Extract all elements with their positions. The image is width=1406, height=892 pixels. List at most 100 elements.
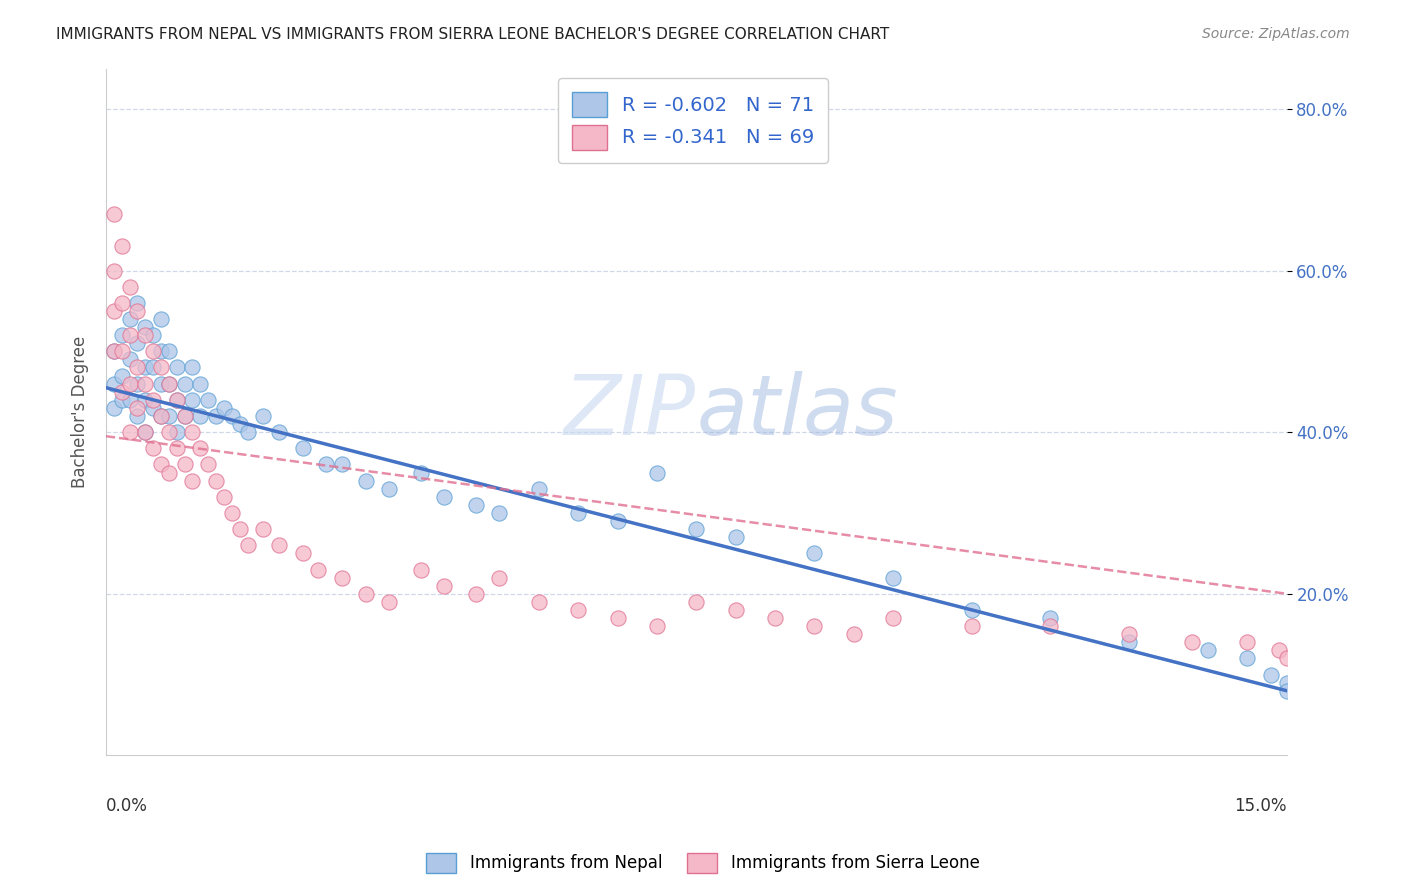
Y-axis label: Bachelor's Degree: Bachelor's Degree [72, 335, 89, 488]
Point [150, 458, 173, 472]
Point [1197, 643, 1219, 657]
Point [111, 328, 134, 343]
Point [330, 571, 353, 585]
Point [118, 392, 141, 407]
Point [127, 409, 149, 423]
Point [409, 466, 432, 480]
Point [118, 352, 141, 367]
Point [252, 409, 274, 423]
Point [181, 474, 204, 488]
Point [111, 344, 134, 359]
Point [103, 263, 125, 277]
Point [134, 376, 156, 391]
Point [212, 490, 235, 504]
Point [1118, 635, 1140, 649]
Point [127, 336, 149, 351]
Point [685, 522, 707, 536]
Point [103, 401, 125, 415]
Point [236, 538, 259, 552]
Point [1118, 627, 1140, 641]
Point [127, 376, 149, 391]
Point [488, 571, 510, 585]
Point [157, 409, 180, 423]
Point [127, 304, 149, 318]
Point [221, 506, 243, 520]
Legend: Immigrants from Nepal, Immigrants from Sierra Leone: Immigrants from Nepal, Immigrants from S… [420, 847, 986, 880]
Point [118, 376, 141, 391]
Text: ZIP: ZIP [564, 371, 696, 452]
Point [212, 401, 235, 415]
Point [150, 312, 173, 326]
Point [181, 425, 204, 439]
Point [118, 312, 141, 326]
Point [252, 522, 274, 536]
Point [1181, 635, 1204, 649]
Point [103, 376, 125, 391]
Point [354, 587, 377, 601]
Point [150, 409, 173, 423]
Point [228, 417, 250, 431]
Point [111, 392, 134, 407]
Point [103, 304, 125, 318]
Point [166, 442, 188, 456]
Point [228, 522, 250, 536]
Point [803, 546, 825, 560]
Point [197, 392, 219, 407]
Point [111, 384, 134, 399]
Point [724, 530, 747, 544]
Point [103, 344, 125, 359]
Point [1236, 635, 1258, 649]
Point [205, 474, 228, 488]
Point [378, 482, 401, 496]
Point [157, 376, 180, 391]
Point [157, 344, 180, 359]
Point [173, 409, 195, 423]
Point [1275, 651, 1298, 665]
Point [527, 482, 550, 496]
Point [142, 442, 165, 456]
Point [134, 320, 156, 334]
Point [190, 409, 212, 423]
Point [103, 344, 125, 359]
Point [103, 207, 125, 221]
Point [291, 442, 314, 456]
Point [166, 425, 188, 439]
Point [409, 562, 432, 576]
Point [960, 603, 983, 617]
Point [354, 474, 377, 488]
Point [150, 409, 173, 423]
Point [433, 490, 456, 504]
Point [111, 296, 134, 310]
Point [173, 409, 195, 423]
Point [111, 368, 134, 383]
Point [567, 506, 589, 520]
Point [724, 603, 747, 617]
Point [291, 546, 314, 560]
Point [763, 611, 786, 625]
Point [150, 360, 173, 375]
Text: IMMIGRANTS FROM NEPAL VS IMMIGRANTS FROM SIERRA LEONE BACHELOR'S DEGREE CORRELAT: IMMIGRANTS FROM NEPAL VS IMMIGRANTS FROM… [56, 27, 890, 42]
Point [127, 401, 149, 415]
Point [960, 619, 983, 633]
Point [142, 360, 165, 375]
Point [157, 376, 180, 391]
Point [157, 425, 180, 439]
Point [685, 595, 707, 609]
Point [190, 376, 212, 391]
Point [221, 409, 243, 423]
Text: atlas: atlas [696, 371, 898, 452]
Point [842, 627, 865, 641]
Point [267, 425, 290, 439]
Text: Source: ZipAtlas.com: Source: ZipAtlas.com [1202, 27, 1350, 41]
Point [205, 409, 228, 423]
Point [1260, 667, 1282, 681]
Point [173, 376, 195, 391]
Point [150, 344, 173, 359]
Point [567, 603, 589, 617]
Point [645, 619, 668, 633]
Point [197, 458, 219, 472]
Text: 15.0%: 15.0% [1234, 797, 1286, 814]
Point [142, 401, 165, 415]
Point [134, 392, 156, 407]
Point [166, 392, 188, 407]
